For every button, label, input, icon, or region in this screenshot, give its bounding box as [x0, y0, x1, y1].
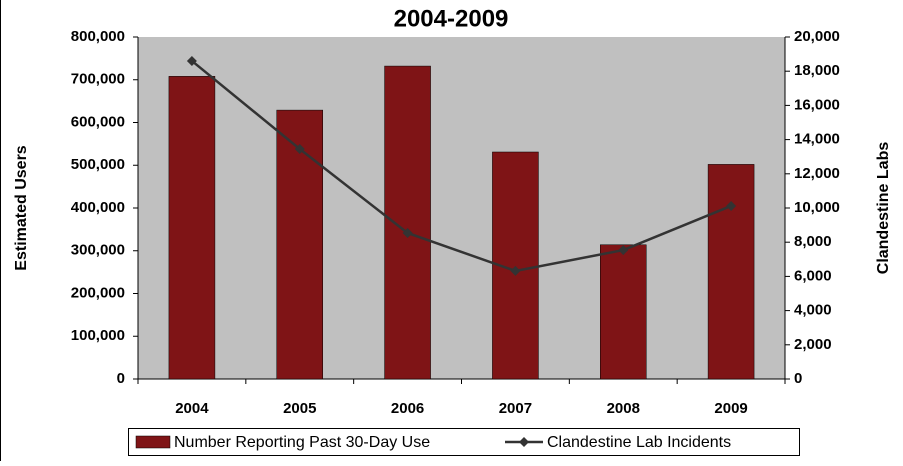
- x-tick-label: 2007: [499, 400, 532, 417]
- y2-tick-label: 16,000: [794, 96, 840, 113]
- y-tick-label: 100,000: [71, 327, 125, 344]
- y-tick-label: 500,000: [71, 156, 125, 173]
- bar: [707, 164, 755, 380]
- y2-tick-label: 0: [794, 370, 802, 387]
- y2-tick-label: 2,000: [794, 336, 832, 353]
- marker: [726, 200, 737, 211]
- y-tick-label: 300,000: [71, 242, 125, 259]
- bar: [384, 65, 431, 380]
- y2-tick-label: 10,000: [794, 199, 840, 216]
- legend-swatch: [135, 435, 171, 449]
- marker: [402, 227, 413, 238]
- y-tick-label: 600,000: [71, 113, 125, 130]
- legend-label: Clandestine Lab Incidents: [547, 434, 731, 451]
- x-tick-label: 2009: [714, 400, 747, 417]
- y-axis-label: Estimated Users: [13, 145, 30, 270]
- plot-area: [138, 37, 785, 379]
- y2-tick-label: 14,000: [794, 131, 840, 148]
- y2-axis-label: Clandestine Labs: [875, 142, 892, 275]
- bar: [600, 244, 647, 380]
- x-tick-label: 2008: [607, 400, 640, 417]
- x-tick-label: 2005: [283, 400, 316, 417]
- y-tick-label: 800,000: [71, 28, 125, 45]
- legend: [128, 428, 800, 456]
- y2-tick-label: 8,000: [794, 233, 832, 250]
- marker: [186, 55, 197, 66]
- y-tick-label: 0: [117, 370, 125, 387]
- y-tick-label: 700,000: [71, 71, 125, 88]
- legend-label: Number Reporting Past 30-Day Use: [174, 434, 430, 451]
- x-tick-label: 2004: [175, 400, 209, 417]
- x-tick-label: 2006: [391, 400, 424, 417]
- marker: [510, 265, 521, 276]
- y2-tick-label: 20,000: [794, 28, 840, 45]
- line: [191, 59, 732, 273]
- bar: [168, 76, 216, 380]
- y2-tick-label: 18,000: [794, 62, 840, 79]
- marker: [294, 144, 305, 155]
- y2-tick-label: 6,000: [794, 267, 832, 284]
- bar: [276, 109, 323, 380]
- marker: [618, 245, 629, 256]
- chart-title: 2004-2009: [394, 5, 509, 32]
- y-tick-label: 200,000: [71, 284, 125, 301]
- y2-tick-label: 4,000: [794, 302, 832, 319]
- y2-tick-label: 12,000: [794, 165, 840, 182]
- legend-marker: [519, 437, 529, 447]
- y-tick-label: 400,000: [71, 199, 125, 216]
